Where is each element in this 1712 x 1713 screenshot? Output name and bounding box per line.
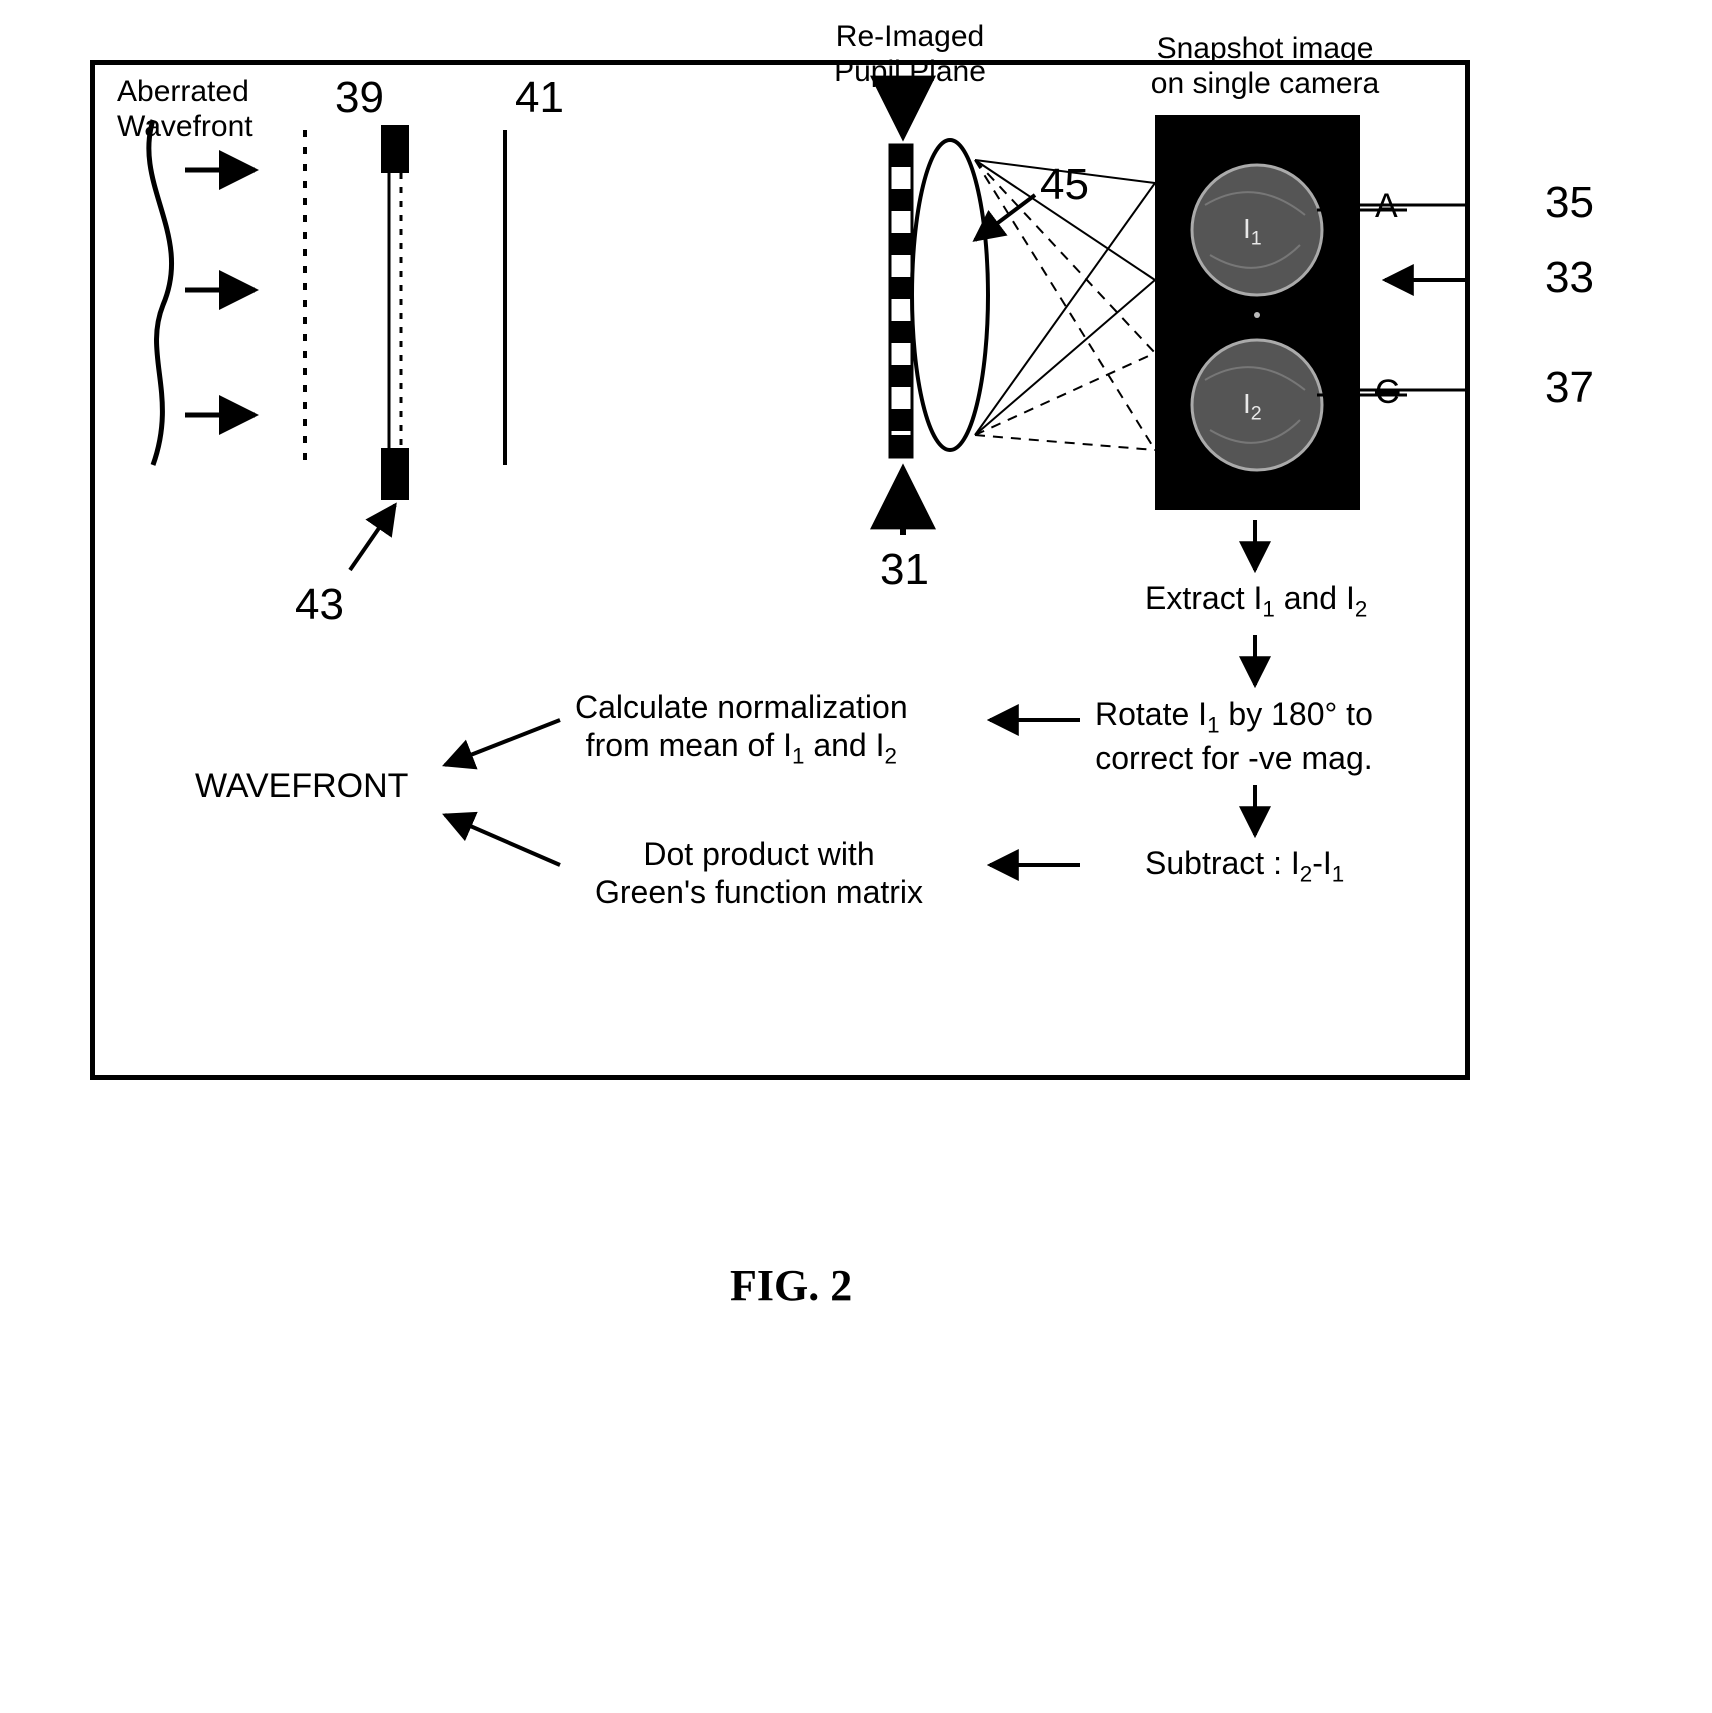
- ref-35: 35: [1545, 178, 1594, 228]
- figure-caption: FIG. 2: [730, 1260, 852, 1311]
- label-wavefront: WAVEFRONT: [195, 767, 408, 806]
- label-C: C: [1375, 373, 1400, 412]
- wavefront-curve: [149, 120, 172, 465]
- ref-43: 43: [295, 580, 344, 630]
- grating-31: [890, 145, 912, 457]
- ref-39: 39: [335, 73, 384, 123]
- step-extract: Extract I1 and I2: [1145, 580, 1367, 622]
- camera-center-dot: [1254, 312, 1260, 318]
- ref-37: 37: [1545, 363, 1594, 413]
- label-A: A: [1375, 187, 1398, 226]
- flow-dotprod-wavefront: [445, 815, 560, 865]
- page: Aberrated Wavefront 39 41 43 Re-Imaged P…: [0, 0, 1712, 1713]
- ref-31: 31: [880, 545, 929, 595]
- label-snapshot-outer: Snapshot image on single camera: [1140, 32, 1390, 101]
- ref-33: 33: [1545, 253, 1594, 303]
- ref-41: 41: [515, 73, 564, 123]
- aperture-43: [381, 125, 409, 500]
- flow-calcnorm-wavefront: [445, 720, 560, 765]
- step-dotprod: Dot product withGreen's function matrix: [595, 835, 923, 912]
- label-I1: I1: [1243, 213, 1262, 251]
- ref-45: 45: [1040, 160, 1089, 210]
- figure-border: Aberrated Wavefront 39 41 43 Re-Imaged P…: [90, 60, 1470, 1080]
- callout-43: [350, 505, 395, 570]
- label-I2: I2: [1243, 388, 1262, 426]
- label-aberrated-wavefront: Aberrated Wavefront: [117, 75, 253, 144]
- step-subtract: Subtract : I2-I1: [1145, 845, 1344, 887]
- step-calcnorm: Calculate normalizationfrom mean of I1 a…: [575, 688, 908, 771]
- step-rotate: Rotate I1 by 180° tocorrect for -ve mag.: [1095, 695, 1373, 778]
- label-reimaged-pupil-outer: Re-Imaged Pupil Plane: [820, 20, 1000, 89]
- lens-45: [912, 140, 988, 450]
